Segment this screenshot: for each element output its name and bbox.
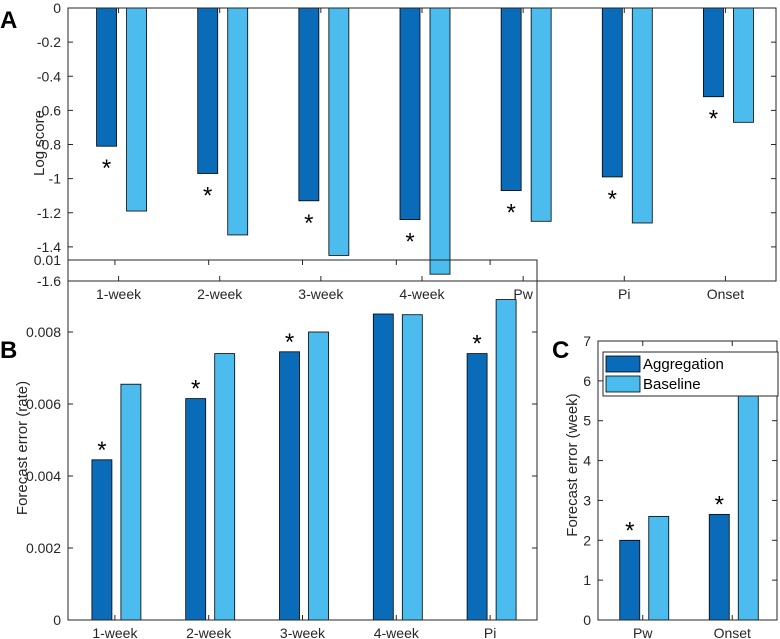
panel-c-ytick-label: 1 — [583, 572, 591, 588]
panel-a-axes-box — [67, 7, 777, 282]
panel-c-bar-baseline — [737, 377, 759, 621]
panel-a-ytick-label: -0.6 — [37, 102, 61, 118]
panel-a-ytick-label: 0 — [53, 0, 61, 16]
panel-a-significance-star: * — [608, 186, 617, 213]
panel-b-bar-aggregation — [466, 353, 488, 621]
panel-a-ytick-label: -1.4 — [37, 239, 61, 255]
panel-b-xtick-label: 2-week — [186, 625, 232, 639]
panel-b-xtick-label: 4-week — [374, 625, 420, 639]
panel-a-bar-aggregation — [601, 7, 623, 178]
panel-b-significance-star: * — [285, 329, 294, 356]
panel-c-ytick-label: 7 — [583, 333, 591, 349]
panel-a-xtick-label: 4-week — [399, 286, 445, 302]
panel-b-bar-baseline — [214, 353, 236, 621]
panel-a-bar-baseline — [126, 7, 147, 212]
panel-c-ytick-label: 6 — [583, 373, 591, 389]
panel-a-bar-baseline — [733, 7, 754, 123]
panel-c-ylabel: Forecast error (week) — [564, 393, 581, 536]
panel-a-xtick-label: Pi — [618, 286, 630, 302]
panel-c-significance-star: * — [625, 517, 634, 544]
panel-b-xtick-label: 3-week — [280, 625, 326, 639]
panel-b-ytick-label: 0.002 — [26, 540, 61, 556]
panel-a-bar-baseline — [429, 7, 451, 275]
panel-b-bar-baseline — [308, 331, 329, 621]
panel-a-bar-baseline — [328, 7, 350, 256]
panel-a-ylabel: Log score — [31, 110, 48, 176]
panel-b-bar-aggregation — [91, 459, 113, 621]
panel-b-significance-star: * — [191, 376, 200, 403]
legend-label-aggregation: Aggregation — [643, 356, 724, 373]
panel-a-bar-baseline — [530, 7, 552, 222]
panel-a-xtick-label: Pw — [513, 286, 533, 302]
panel-c-bar-aggregation — [708, 513, 730, 621]
panel-c-axes-box — [597, 340, 778, 621]
legend-label-baseline: Baseline — [643, 376, 701, 393]
panel-a-ytick-label: -1 — [49, 171, 62, 187]
panel-c-ytick-label: 3 — [583, 492, 591, 508]
panel-a-xtick-label: 3-week — [298, 286, 344, 302]
panel-a-ytick-label: -1.2 — [37, 205, 61, 221]
panel-a-bar-aggregation — [197, 7, 219, 174]
panel-label-a: A — [0, 7, 17, 34]
panel-label-b: B — [0, 337, 17, 364]
panel-b-ytick-label: 0.006 — [26, 396, 61, 412]
panel-c-plot: * * 0 1 2 3 4 5 6 7 Pw Onset — [583, 333, 778, 639]
panel-a-xtick-label: Onset — [707, 286, 744, 302]
panel-a-bar-aggregation — [298, 7, 320, 202]
panel-b-xtick-label: Pi — [484, 625, 496, 639]
panel-c-bar-baseline — [648, 515, 670, 621]
panel-b-ytick-label: 0.004 — [26, 468, 61, 484]
panel-c-xtick-label: Onset — [714, 625, 751, 639]
panel-a-bar-aggregation — [500, 7, 522, 191]
panel-a-bar-baseline — [227, 7, 249, 236]
panel-b-bar-aggregation — [279, 351, 300, 621]
panel-b-ytick-label: 0 — [53, 612, 61, 628]
panel-b-xtick-label: 1-week — [92, 625, 138, 639]
panel-c-xtick-label: Pw — [633, 625, 653, 639]
panel-a-bar-aggregation — [96, 7, 117, 147]
legend: Aggregation Baseline — [602, 351, 779, 397]
panel-b-significance-star: * — [472, 331, 481, 358]
panel-c-bar-aggregation — [619, 539, 641, 621]
panel-a-xtick-label: 2-week — [197, 286, 243, 302]
panel-c-ytick-label: 0 — [583, 612, 591, 628]
panel-a-significance-star: * — [304, 210, 313, 237]
panel-a-ytick-label: -0.2 — [37, 34, 61, 50]
panel-label-c: C — [552, 337, 569, 364]
panel-c-ytick-label: 4 — [583, 453, 591, 469]
panel-b-bar-aggregation — [185, 398, 207, 621]
panel-a-xtick-label: 1-week — [96, 286, 142, 302]
panel-a-significance-star: * — [506, 200, 515, 227]
panel-b-bar-baseline — [120, 383, 142, 621]
panel-b-ylabel: Forecast error (rate) — [14, 381, 31, 515]
panel-c-ytick-label: 5 — [583, 413, 591, 429]
panel-b-plot: * * * * 0 0.002 0.004 0.006 0.008 0.01 1-week 2-wee… — [26, 252, 538, 639]
panel-a-bar-aggregation — [399, 7, 421, 220]
panel-b-ytick-label: 0.008 — [26, 324, 61, 340]
panel-c-significance-star: * — [715, 491, 724, 518]
legend-swatch-aggregation — [605, 355, 641, 373]
panel-c-ytick-label: 2 — [583, 532, 591, 548]
legend-swatch-baseline — [605, 375, 641, 393]
panel-b-significance-star: * — [97, 437, 106, 464]
panel-b-ytick-label: 0.01 — [34, 252, 61, 268]
panel-b-bar-baseline — [495, 299, 517, 621]
panel-b-bar-aggregation — [372, 313, 394, 621]
panel-a-bar-aggregation — [703, 7, 724, 98]
panel-a-bar-baseline — [631, 7, 653, 224]
panel-b-bar-baseline — [401, 314, 423, 621]
panel-a-significance-star: * — [405, 229, 414, 256]
panel-a-significance-star: * — [203, 183, 212, 210]
panel-a-plot: * * * * * * * 0 -0.2 -0.4 -0.6 -0.8 -1 -1.2 -1.4 -1.6 1-… — [37, 0, 777, 302]
panel-a-significance-star: * — [102, 155, 111, 182]
panel-a-ytick-label: -0.4 — [37, 68, 61, 84]
panel-a-ytick-label: -1.6 — [37, 273, 61, 289]
panel-a-ytick-label: -0.8 — [37, 137, 61, 153]
panel-a-significance-star: * — [709, 106, 718, 133]
